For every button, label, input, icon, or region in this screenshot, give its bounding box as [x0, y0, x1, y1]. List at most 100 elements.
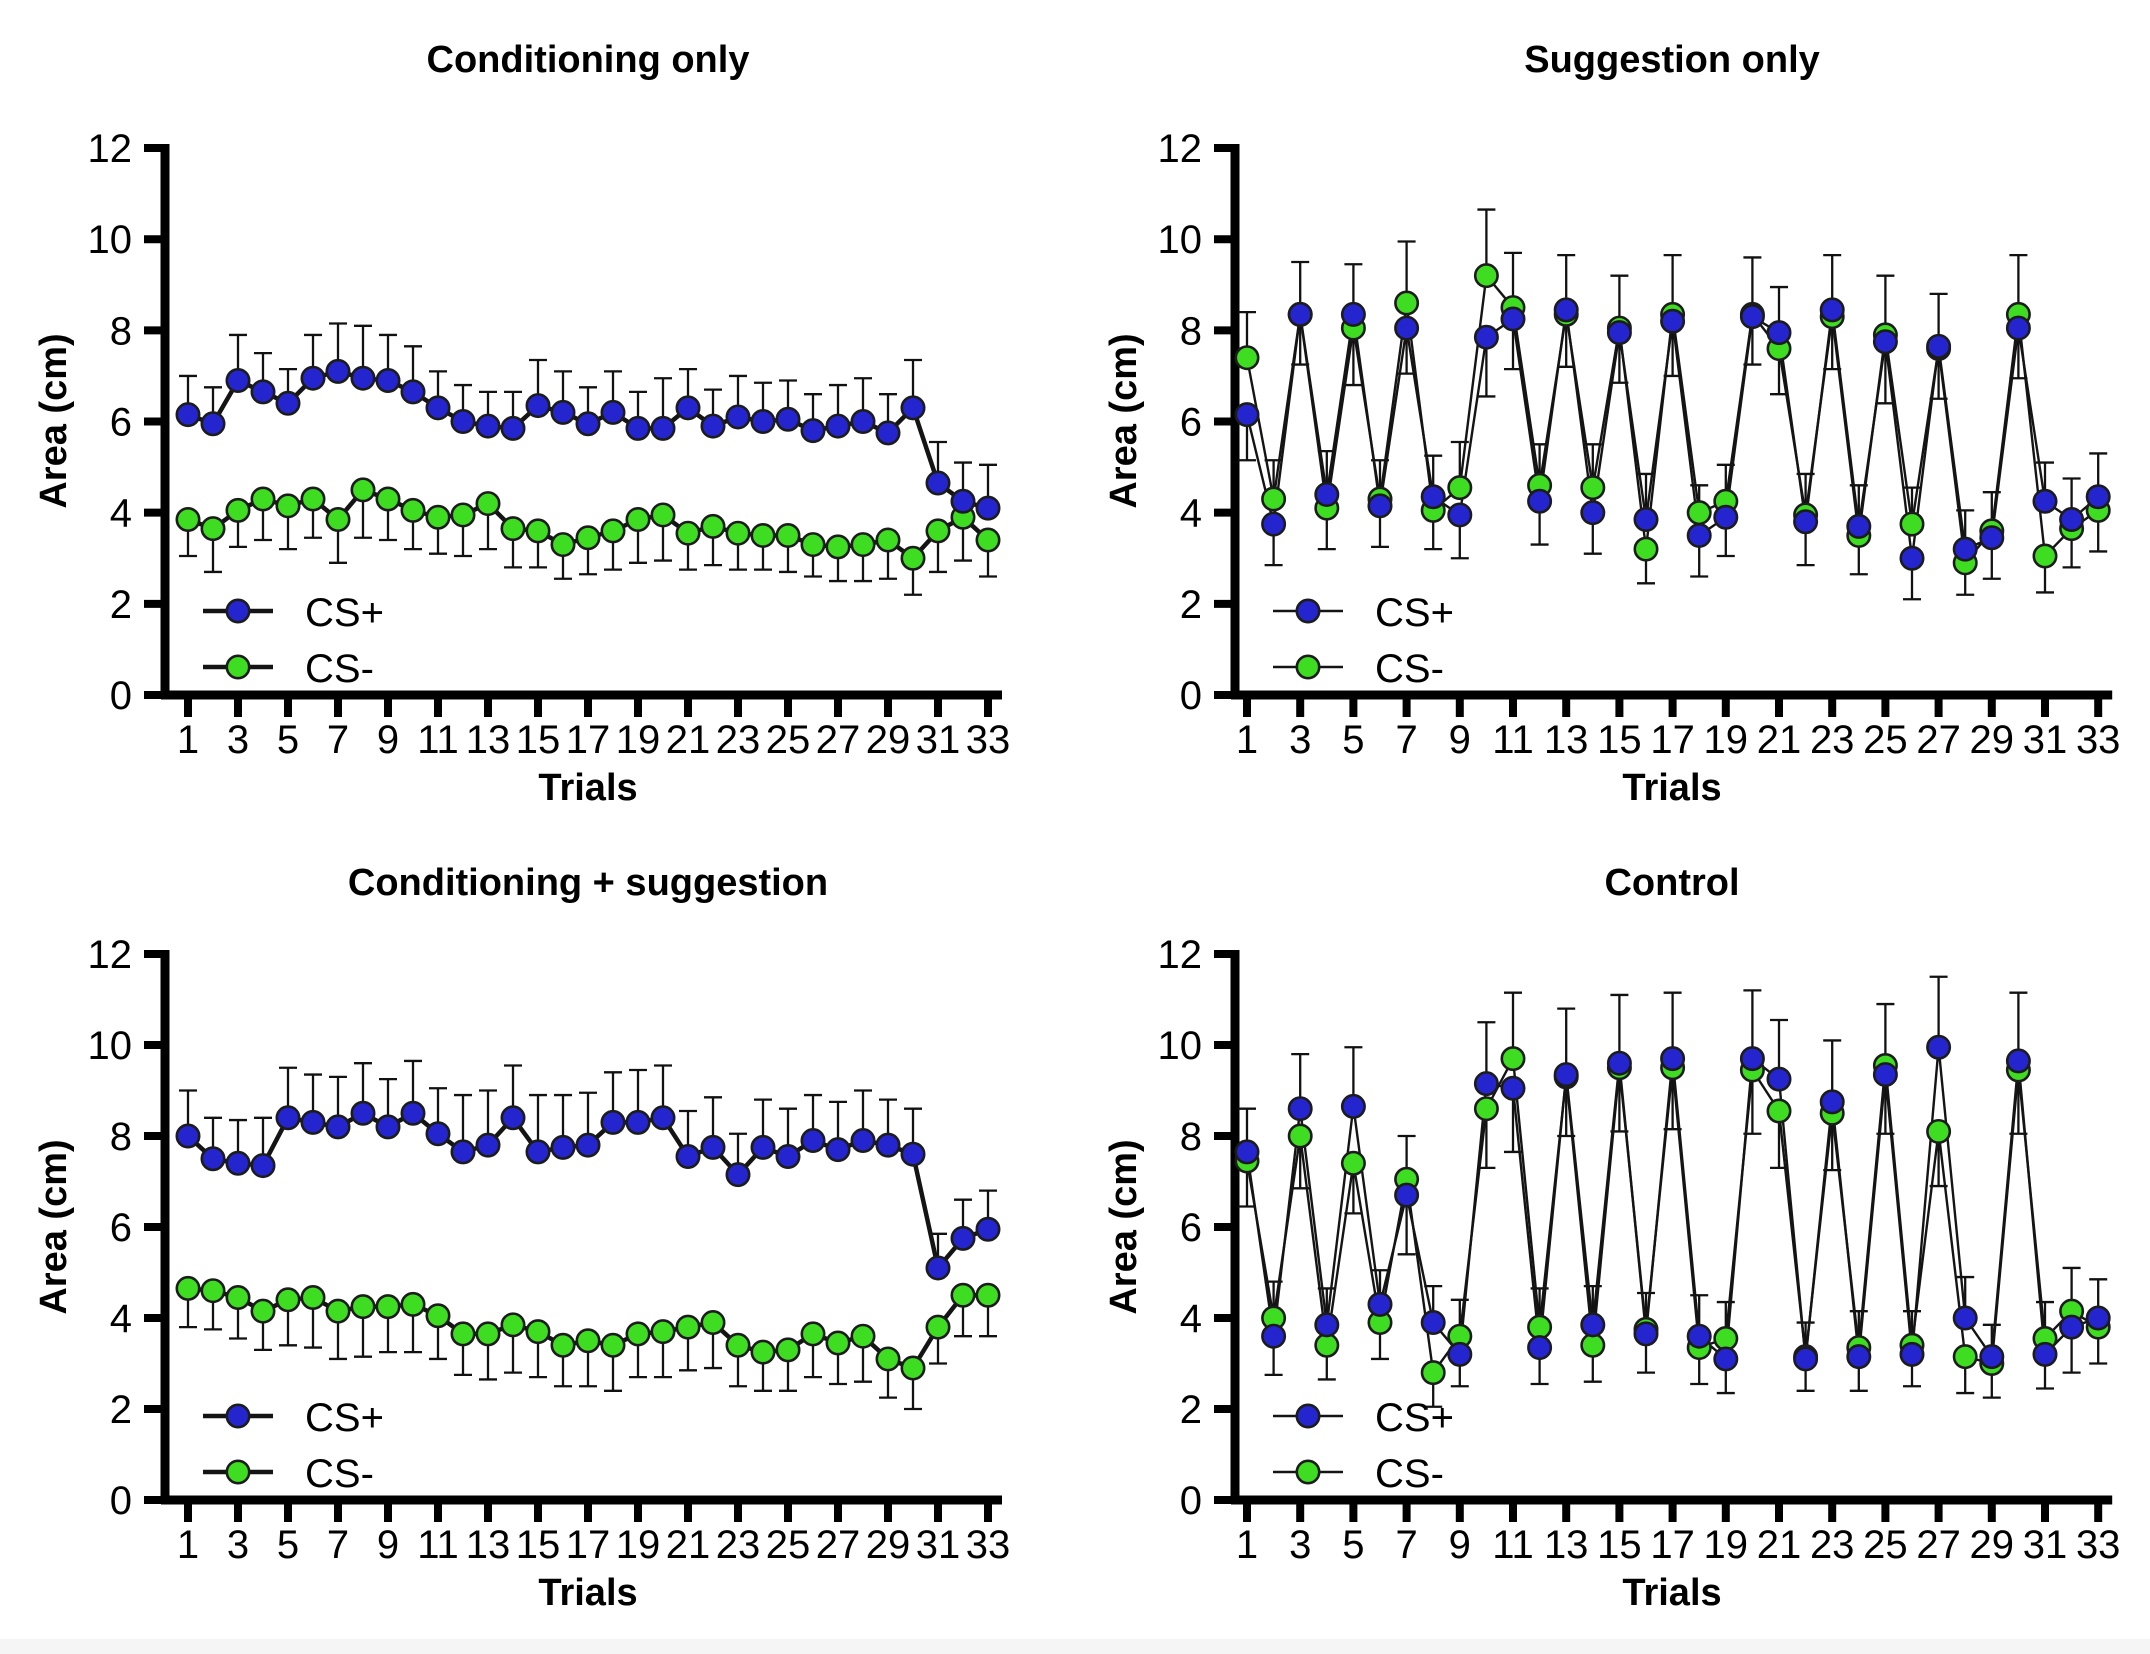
marker-cs-minus [350, 477, 376, 503]
marker-cs-plus [375, 367, 401, 393]
marker-cs-minus [575, 1328, 601, 1354]
marker-cs-minus [175, 507, 201, 533]
marker-cs-plus [300, 1109, 326, 1135]
marker-cs-plus [1447, 1341, 1473, 1367]
panel-suggestion-only: Suggestion only Area (cm) Trials 0 2 4 6 8 10… [1103, 39, 2120, 809]
y-tick-label: 8 [1180, 309, 1202, 353]
x-tick-label: 29 [1970, 718, 2015, 762]
x-tick-label: 17 [1650, 718, 1695, 762]
marker-cs-minus [600, 518, 626, 544]
legend-label-cs-minus: CS- [1375, 647, 1444, 691]
x-tick-label: 3 [1289, 1523, 1311, 1567]
marker-cs-plus [750, 409, 776, 435]
marker-cs-plus [200, 1146, 226, 1172]
x-tick-label: 33 [966, 1523, 1011, 1567]
marker-cs-minus [875, 1346, 901, 1372]
x-tick-label: 21 [666, 1523, 711, 1567]
marker-cs-minus [400, 1291, 426, 1317]
marker-cs-minus [500, 516, 526, 542]
marker-cs-minus [350, 1294, 376, 1320]
legend-label-cs-minus: CS- [305, 1452, 374, 1496]
marker-cs-plus [1606, 1050, 1632, 1076]
marker-cs-minus [550, 532, 576, 558]
marker-cs-plus [200, 411, 226, 437]
marker-cs-minus [450, 502, 476, 528]
marker-cs-minus [600, 1332, 626, 1358]
x-tick-label: 23 [1810, 1523, 1855, 1567]
marker-cs-plus [1739, 1046, 1765, 1072]
marker-cs-plus [1261, 511, 1287, 537]
marker-cs-minus [800, 1321, 826, 1347]
x-tick-label: 27 [1916, 1523, 1961, 1567]
x-tick-label: 21 [666, 718, 711, 762]
marker-cs-plus [1952, 536, 1978, 562]
y-tick-label: 0 [110, 1479, 132, 1523]
x-tick-label: 15 [516, 718, 561, 762]
marker-cs-plus [2032, 1341, 2058, 1367]
x-tick-label: 31 [916, 718, 961, 762]
marker-cs-minus [325, 507, 351, 533]
y-tick-label: 4 [110, 492, 132, 536]
panel-title: Conditioning only [427, 39, 750, 81]
y-tick-label: 12 [1158, 933, 1203, 977]
marker-cs-minus [475, 1321, 501, 1347]
marker-cs-minus [425, 1303, 451, 1329]
marker-cs-minus [1926, 1118, 1952, 1144]
marker-cs-plus [2032, 488, 2058, 514]
marker-cs-minus [900, 545, 926, 571]
y-tick-label: 6 [110, 401, 132, 445]
marker-cs-minus [200, 516, 226, 542]
marker-cs-plus [1527, 1335, 1553, 1361]
x-tick-label: 33 [966, 718, 1011, 762]
legend-marker-cs-minus [1295, 654, 1321, 680]
legend-marker-cs-minus [1295, 1459, 1321, 1485]
y-tick-label: 0 [110, 674, 132, 718]
y-tick-label: 2 [110, 583, 132, 627]
x-tick-label: 3 [227, 1523, 249, 1567]
marker-cs-plus [1660, 308, 1686, 334]
x-tick-label: 7 [327, 718, 349, 762]
legend-label-cs-plus: CS+ [305, 591, 384, 635]
y-axis-label: Area (cm) [33, 1139, 75, 1314]
marker-cs-plus [1846, 1344, 1872, 1370]
y-tick-label: 6 [1180, 1206, 1202, 1250]
marker-cs-plus [500, 415, 526, 441]
marker-cs-minus [1899, 511, 1925, 537]
x-tick-label: 23 [716, 718, 761, 762]
y-tick-label: 12 [88, 933, 133, 977]
marker-cs-minus [300, 486, 326, 512]
marker-cs-plus [1899, 1341, 1925, 1367]
marker-cs-minus [650, 502, 676, 528]
y-tick-label: 2 [1180, 583, 1202, 627]
y-tick-label: 4 [110, 1297, 132, 1341]
marker-cs-plus [1553, 1062, 1579, 1088]
marker-cs-minus [425, 504, 451, 530]
x-tick-label: 25 [766, 1523, 811, 1567]
marker-cs-plus [1979, 1344, 2005, 1370]
marker-cs-plus [900, 1141, 926, 1167]
marker-cs-plus [1819, 297, 1845, 323]
marker-cs-plus [825, 1137, 851, 1163]
x-tick-label: 23 [1810, 718, 1855, 762]
marker-cs-plus [700, 1134, 726, 1160]
marker-cs-plus [1872, 329, 1898, 355]
legend-label-cs-minus: CS- [1375, 1452, 1444, 1496]
marker-cs-plus [675, 1143, 701, 1169]
marker-cs-plus [1314, 481, 1340, 507]
marker-cs-minus [675, 1314, 701, 1340]
x-tick-label: 19 [616, 718, 661, 762]
marker-cs-minus [325, 1298, 351, 1324]
marker-cs-plus [1926, 333, 1952, 359]
marker-cs-minus [275, 1287, 301, 1313]
marker-cs-plus [250, 379, 276, 405]
marker-cs-plus [800, 418, 826, 444]
marker-cs-plus [275, 390, 301, 416]
marker-cs-plus [625, 1109, 651, 1135]
x-tick-label: 27 [1916, 718, 1961, 762]
y-tick-label: 10 [1158, 218, 1203, 262]
marker-cs-minus [375, 486, 401, 512]
marker-cs-plus [2085, 1305, 2111, 1331]
marker-cs-plus [1872, 1062, 1898, 1088]
x-tick-label: 9 [377, 1523, 399, 1567]
x-tick-label: 19 [616, 1523, 661, 1567]
